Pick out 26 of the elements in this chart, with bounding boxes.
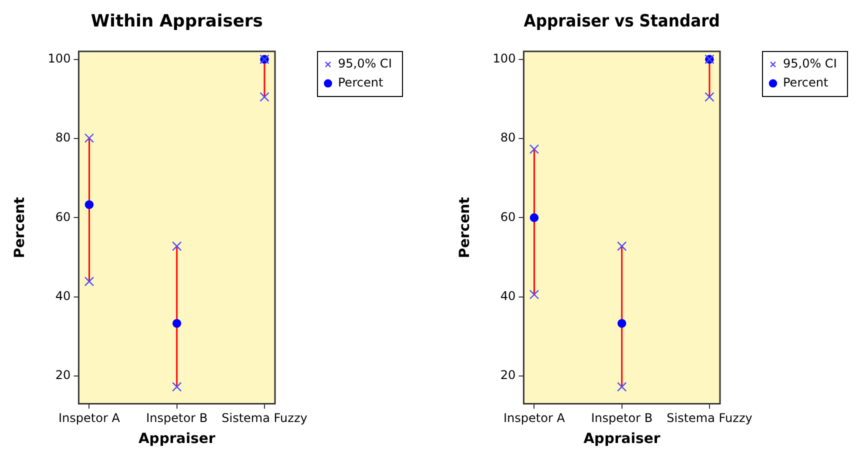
y-tick-label: 40	[500, 289, 516, 304]
y-tick-label: 60	[55, 210, 71, 224]
chart-title: Appraiser vs Standard	[524, 10, 720, 31]
x-tick-label: Inspetor A	[58, 411, 121, 426]
x-tick-label: Inspetor B	[591, 411, 653, 426]
y-tick-label: 100	[48, 51, 71, 66]
x-axis-title: Appraiser	[583, 431, 660, 448]
y-tick-label: 100	[492, 51, 516, 66]
y-tick-label: 80	[500, 130, 516, 145]
legend-label: Percent	[783, 76, 828, 90]
x-tick-label: Sistema Fuzzy	[666, 411, 752, 426]
x-tick-label: Sistema Fuzzy	[222, 411, 308, 426]
y-tick-label: 20	[55, 368, 71, 382]
legend-label: 95,0% CI	[783, 56, 837, 71]
y-tick-label: 80	[55, 130, 71, 145]
y-axis-title: Percent	[457, 196, 474, 258]
x-tick-label: Inspetor B	[146, 411, 208, 426]
y-tick-label: 60	[500, 210, 516, 224]
chart-title: Within Appraisers	[90, 12, 263, 32]
y-axis-title: Percent	[12, 196, 28, 258]
legend-label: Percent	[338, 76, 384, 90]
y-tick-label: 40	[55, 289, 71, 304]
x-tick-label: Inspetor A	[504, 411, 566, 426]
y-tick-label: 20	[500, 368, 516, 382]
x-axis-title: Appraiser	[138, 431, 216, 448]
legend-label: 95,0% CI	[338, 56, 392, 71]
